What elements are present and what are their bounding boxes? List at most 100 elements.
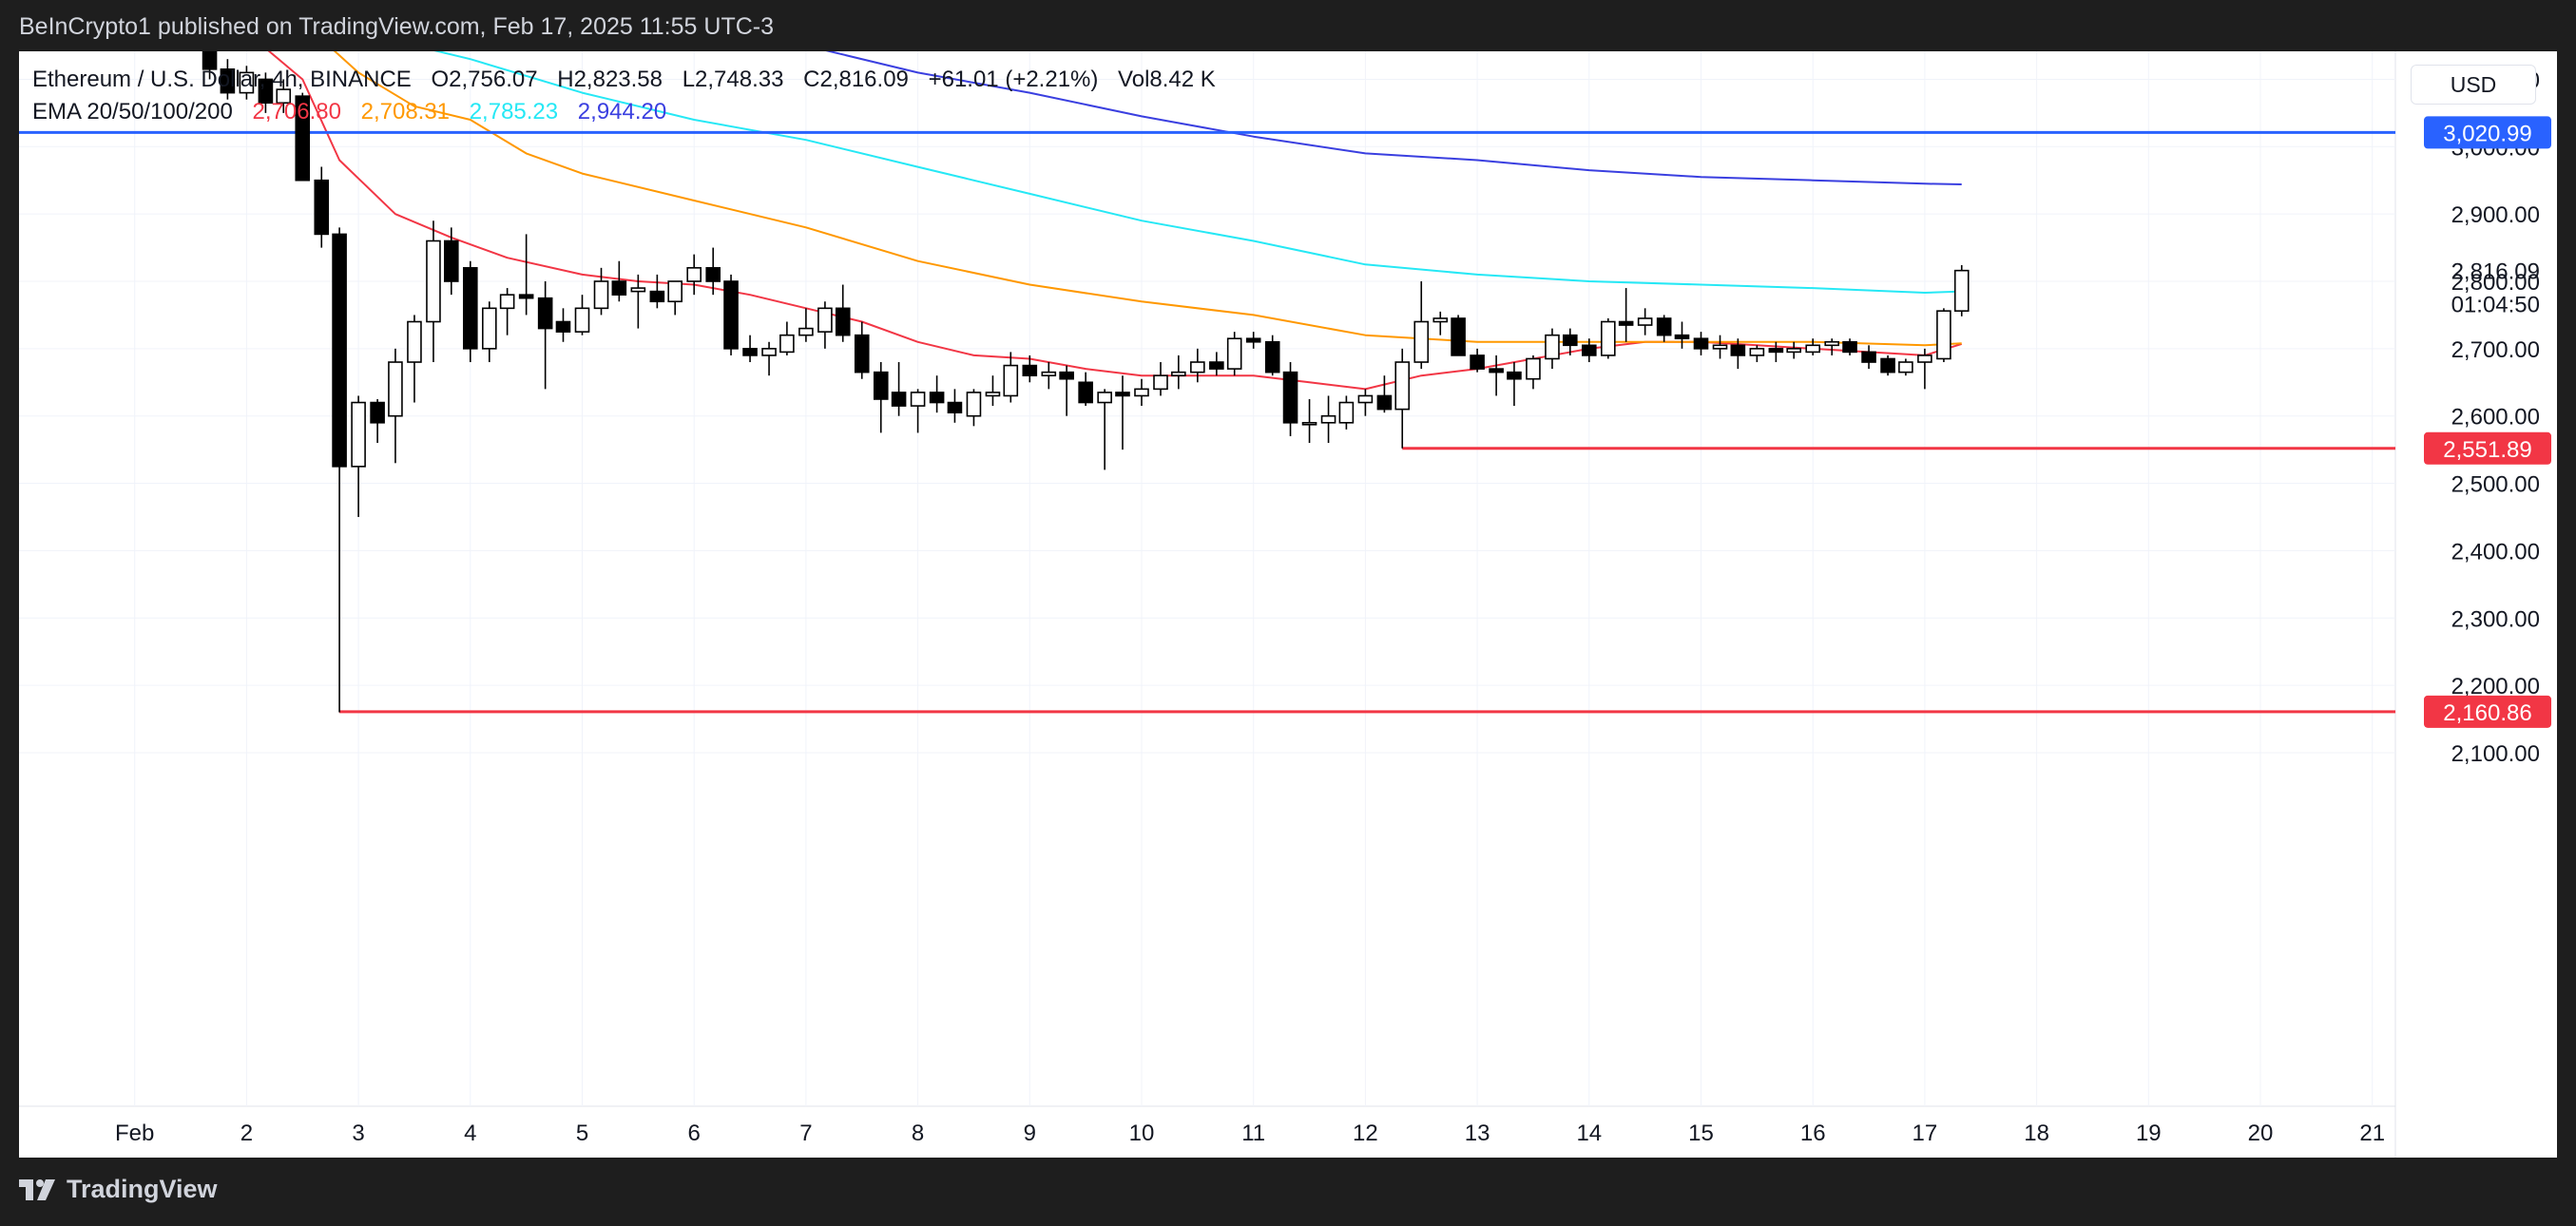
candle bbox=[1582, 338, 1597, 363]
candle-body-up bbox=[499, 294, 515, 310]
candle-body-up bbox=[1003, 364, 1019, 397]
candle bbox=[1507, 362, 1522, 407]
candle-body-down bbox=[611, 280, 627, 296]
candle-body-up bbox=[351, 401, 366, 468]
candle bbox=[1489, 354, 1504, 396]
candle-body-down bbox=[1768, 348, 1784, 354]
candle-body-up bbox=[761, 348, 777, 356]
time-tick-label: 21 bbox=[2359, 1121, 2385, 1146]
price-tick-label: 2,500.00 bbox=[2451, 472, 2540, 498]
candle bbox=[220, 59, 236, 100]
candle bbox=[574, 295, 590, 335]
candle bbox=[1153, 362, 1168, 396]
level-price-label: 3,020.99 bbox=[2443, 121, 2531, 146]
price-tick-label: 2,900.00 bbox=[2451, 202, 2540, 228]
time-tick-label: 4 bbox=[464, 1121, 476, 1146]
candle-body-up bbox=[966, 392, 982, 417]
price-axis[interactable]: 2,100.00 2,200.00 2,300.00 2,400.00 2,500.00… bbox=[2451, 51, 2540, 767]
candle-body-up bbox=[798, 327, 814, 336]
candle bbox=[388, 348, 403, 464]
candle-body-up bbox=[1526, 357, 1541, 380]
candle bbox=[611, 260, 627, 302]
candle bbox=[873, 362, 889, 433]
candle bbox=[499, 288, 515, 335]
price-tick-label: 2,600.00 bbox=[2451, 405, 2540, 431]
tradingview-logo[interactable]: TradingView bbox=[19, 1175, 218, 1204]
candle-body-down bbox=[1582, 344, 1597, 356]
candle-body-up bbox=[817, 307, 833, 333]
candle-body-down bbox=[1078, 381, 1093, 404]
candle bbox=[817, 301, 833, 349]
price-tick-label: 2,700.00 bbox=[2451, 337, 2540, 363]
candle-body-up bbox=[1936, 310, 1951, 360]
time-tick-label: 16 bbox=[1800, 1121, 1826, 1146]
time-tick-label: 7 bbox=[799, 1121, 812, 1146]
ema-title[interactable]: EMA 20/50/100/200 bbox=[32, 99, 233, 125]
symbol-name[interactable]: Ethereum / U.S. Dollar, 4h, BINANCE bbox=[32, 67, 412, 92]
candle bbox=[1880, 354, 1895, 376]
time-tick-label: 19 bbox=[2136, 1121, 2162, 1146]
candle bbox=[1190, 348, 1205, 383]
candle bbox=[1898, 358, 1913, 376]
candle bbox=[1861, 345, 1876, 370]
candle-body-up bbox=[1712, 344, 1728, 350]
candle bbox=[1451, 315, 1466, 356]
candle-body-up bbox=[1394, 361, 1411, 411]
candle-body-up bbox=[1953, 269, 1970, 312]
price-tick-label: 2,100.00 bbox=[2451, 741, 2540, 767]
candle bbox=[1245, 332, 1261, 349]
candle-body-up bbox=[1545, 334, 1560, 360]
candle-body-down bbox=[555, 320, 571, 333]
candle-body-up bbox=[1097, 392, 1112, 404]
candle-body-down bbox=[537, 297, 553, 330]
candle-body-down bbox=[1562, 334, 1578, 347]
candle-body-down bbox=[1842, 340, 1857, 354]
chart-panel[interactable]: Feb 2 3 4 5 6 7 8 9 10 11 12 13 14 15 16 17 18 19 20 21 2,10… bbox=[19, 51, 2557, 1158]
footer-bar: TradingView bbox=[0, 1158, 2576, 1226]
horizontal-levels bbox=[19, 130, 2395, 714]
candle bbox=[1413, 281, 1430, 370]
candle bbox=[1601, 317, 1616, 359]
candle bbox=[705, 247, 721, 296]
candle-body-down bbox=[1451, 317, 1466, 356]
candle bbox=[761, 341, 777, 376]
candle bbox=[1805, 338, 1820, 355]
candle bbox=[518, 234, 534, 316]
candle-body-up bbox=[1601, 320, 1616, 356]
candle-body-up bbox=[276, 88, 292, 105]
candle bbox=[314, 166, 330, 248]
ohlc-high: H2,823.58 bbox=[557, 67, 663, 92]
candle bbox=[1936, 308, 1951, 363]
candle bbox=[1041, 362, 1057, 390]
candle bbox=[835, 284, 851, 342]
candle-body-down bbox=[835, 307, 851, 336]
candle bbox=[370, 398, 385, 444]
candle-body-down bbox=[1245, 337, 1261, 343]
time-tick-label: Feb bbox=[115, 1121, 154, 1146]
candle bbox=[1917, 348, 1932, 390]
time-tick-label: 12 bbox=[1353, 1121, 1378, 1146]
candle-body-up bbox=[1357, 394, 1374, 404]
candle bbox=[1226, 332, 1242, 376]
candle bbox=[667, 280, 682, 316]
candle-body-down bbox=[1507, 371, 1522, 380]
time-tick-label: 17 bbox=[1913, 1121, 1938, 1146]
tradingview-icon bbox=[19, 1178, 55, 1200]
currency-button[interactable]: USD bbox=[2411, 65, 2536, 105]
candle bbox=[798, 308, 814, 342]
candle-body-down bbox=[518, 294, 534, 299]
candle bbox=[1656, 315, 1672, 342]
candle bbox=[630, 274, 646, 329]
candle bbox=[1618, 288, 1634, 342]
symbol-legend: Ethereum / U.S. Dollar, 4h, BINANCE O2,7… bbox=[32, 67, 1229, 93]
candle bbox=[1301, 398, 1317, 444]
candle-body-down bbox=[1730, 344, 1746, 356]
candle-body-down bbox=[1376, 394, 1393, 411]
candle bbox=[1338, 395, 1355, 430]
candle-body-up bbox=[1749, 348, 1765, 356]
support-price-badge bbox=[2424, 431, 2551, 465]
price-chart[interactable]: Feb 2 3 4 5 6 7 8 9 10 11 12 13 14 15 16 17 18 19 20 21 2,10… bbox=[19, 51, 2557, 1158]
candle bbox=[1282, 362, 1298, 436]
ema200-value: 2,944.20 bbox=[577, 99, 667, 125]
candle-body-down bbox=[1115, 392, 1130, 397]
